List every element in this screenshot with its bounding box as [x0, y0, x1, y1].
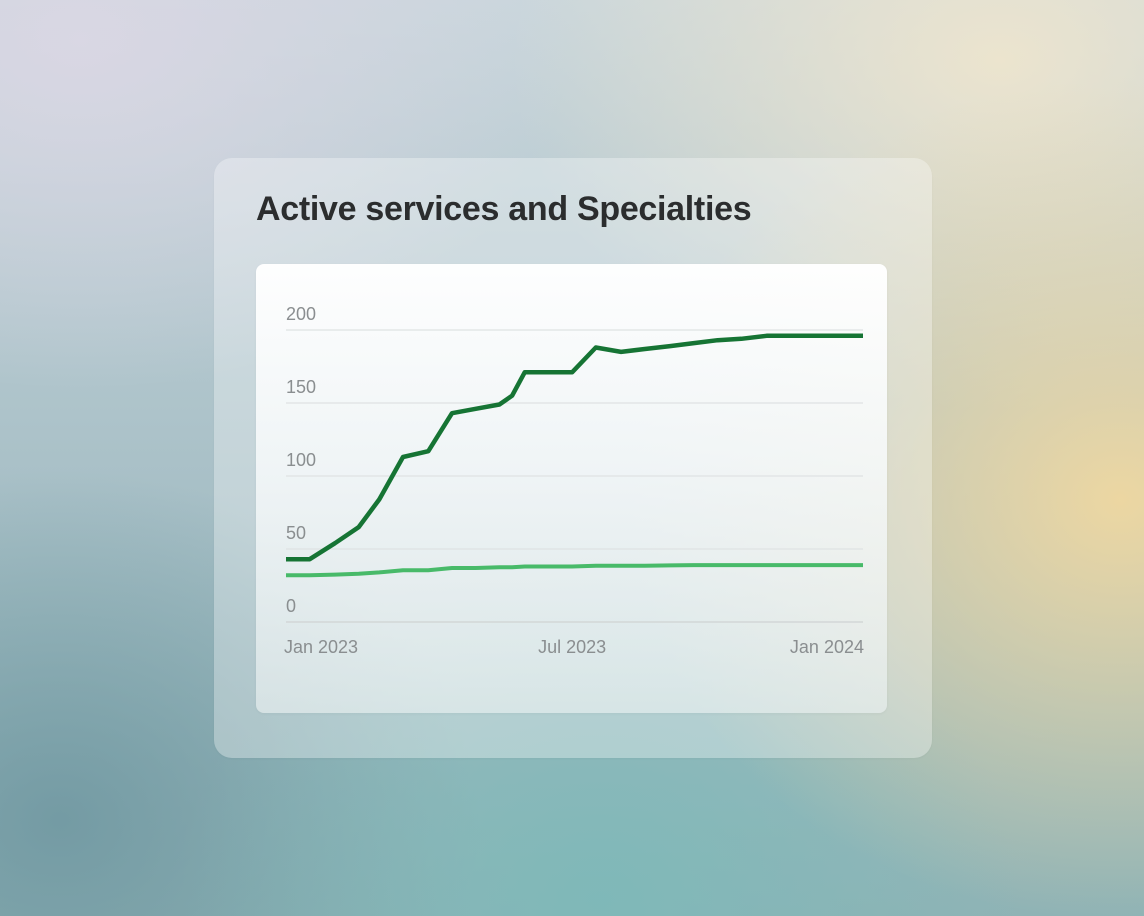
y-tick-label-50: 50	[286, 523, 306, 543]
chart-card: Active services and Specialties 0 50 100 15…	[214, 158, 932, 758]
chart-panel: 0 50 100 150 200 Jan 2023 Jul 2023 Jan 2024	[256, 264, 887, 713]
line-chart: 0 50 100 150 200 Jan 2023 Jul 2023 Jan 2024	[284, 304, 864, 657]
chart-title: Active services and Specialties	[256, 190, 752, 228]
y-tick-label-200: 200	[286, 304, 316, 324]
series-line-1	[286, 333, 863, 562]
y-tick-label-0: 0	[286, 596, 296, 616]
y-tick-label-150: 150	[286, 377, 316, 397]
y-tick-label-100: 100	[286, 450, 316, 470]
x-tick-label-3: Jan 2024	[790, 637, 864, 657]
x-tick-label-1: Jan 2023	[284, 637, 358, 657]
series-line-2	[286, 563, 863, 578]
x-tick-label-2: Jul 2023	[538, 637, 606, 657]
